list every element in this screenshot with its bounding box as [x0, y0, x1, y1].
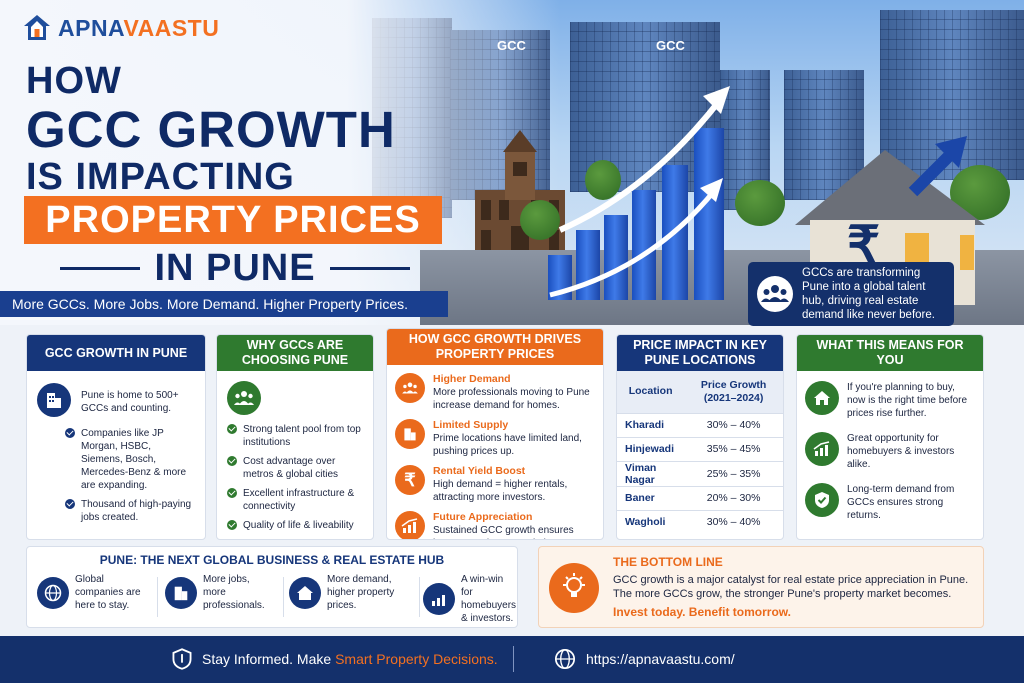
office-building-icon — [165, 576, 197, 609]
brand-name-vaastu: VAASTU — [123, 14, 220, 41]
card-title: GCC GROWTH IN PUNE — [27, 335, 205, 371]
check-icon — [227, 488, 237, 498]
list-item: Excellent infrastructure & connectivity — [227, 487, 363, 513]
what-this-means-card: WHAT THIS MEANS FOR YOU If you're planni… — [796, 334, 984, 540]
hub-item: More demand, higher property prices. — [289, 573, 413, 612]
hero-banner: GCC GCC ₹ — [0, 0, 1024, 325]
lightbulb-icon — [549, 563, 599, 613]
check-icon — [65, 428, 75, 438]
gcc-sign: GCC — [656, 38, 685, 53]
headline-pune: IN PUNE — [154, 247, 316, 289]
headline-line-5: IN PUNE — [60, 247, 411, 290]
bottom-line-title: THE BOTTOM LINE — [613, 555, 723, 569]
house-logo-icon — [24, 15, 50, 40]
price-table: Location Price Growth (2021–2024) Kharad… — [617, 371, 783, 534]
tree — [735, 180, 785, 226]
chart-up-icon — [805, 432, 839, 466]
hub-title: PUNE: THE NEXT GLOBAL BUSINESS & REAL ES… — [99, 553, 445, 567]
globe-icon — [554, 648, 576, 670]
bottom-line-text: GCC growth is a major catalyst for real … — [613, 574, 969, 600]
home-icon — [805, 381, 839, 415]
shield-check-icon — [805, 483, 839, 517]
footer-tagline: Stay Informed. Make Smart Property Decis… — [202, 651, 498, 667]
globe-icon — [37, 576, 69, 609]
footer-bar: Stay Informed. Make Smart Property Decis… — [0, 636, 1024, 683]
table-row: Kharadi 30% – 40% — [617, 412, 783, 437]
people-group-icon — [227, 381, 261, 415]
headline-banner: PROPERTY PRICES — [24, 196, 442, 244]
table-row: Hinjewadi 35% – 45% — [617, 436, 783, 461]
hub-item: A win-win for homebuyers & investors. — [423, 573, 516, 625]
card-title: HOW GCC GROWTH DRIVES PROPERTY PRICES — [387, 329, 603, 365]
list-item: Great opportunity for homebuyers & inves… — [805, 432, 975, 471]
list-item: Quality of life & liveability — [227, 519, 363, 532]
up-arrow-icon — [908, 136, 967, 197]
check-icon — [227, 424, 237, 434]
col-growth: Price Growth (2021–2024) — [684, 371, 783, 413]
tree — [585, 160, 621, 200]
headline-line-1: HOW — [26, 60, 122, 102]
list-item: Strong talent pool from top institutions — [227, 423, 363, 449]
check-icon — [227, 520, 237, 530]
growth-arrow-icon — [549, 86, 730, 298]
card-title: WHAT THIS MEANS FOR YOU — [797, 335, 983, 371]
headline-line-2: GCC GROWTH — [26, 101, 396, 158]
headline-line-3: IS IMPACTING — [26, 156, 295, 198]
global-hub-card: PUNE: THE NEXT GLOBAL BUSINESS & REAL ES… — [26, 546, 518, 628]
tree — [520, 200, 560, 240]
price-impact-card: PRICE IMPACT IN KEY PUNE LOCATIONS Locat… — [616, 334, 784, 540]
drives-prices-card: HOW GCC GROWTH DRIVES PROPERTY PRICES Hi… — [386, 328, 604, 540]
bottom-line-cta: Invest today. Benefit tomorrow. — [613, 605, 792, 619]
hub-item: More jobs, more professionals. — [165, 573, 275, 612]
table-row: Viman Nagar 25% – 35% — [617, 460, 783, 486]
rupee-icon: ₹ — [395, 465, 425, 495]
tagline-strip: More GCCs. More Jobs. More Demand. Highe… — [0, 291, 448, 317]
brand-logo[interactable]: APNAVAASTU — [22, 13, 219, 43]
card-title: WHY GCCs ARE CHOOSING PUNE — [217, 335, 373, 371]
hero-callout: GCCs are transforming Pune into a global… — [748, 262, 954, 326]
list-item: ₹ Rental Yield Boost High demand = higher… — [395, 465, 595, 504]
bottom-line-card: THE BOTTOM LINE GCC growth is a major ca… — [538, 546, 984, 628]
gcc-sign: GCC — [497, 38, 526, 53]
building-icon — [395, 419, 425, 449]
list-item: Limited Supply Prime locations have limit… — [395, 419, 595, 458]
hub-item: Global companies are here to stay. — [37, 573, 147, 612]
list-item: Future Appreciation Sustained GCC growth … — [395, 511, 595, 539]
shield-icon — [172, 648, 192, 670]
brand-name-apna: APNA — [58, 14, 124, 41]
gcc-growth-card: GCC GROWTH IN PUNE Pune is home to 500+ … — [26, 334, 206, 540]
table-row: Wagholi 30% – 40% — [617, 509, 783, 534]
list-item: Cost advantage over metros & global citi… — [227, 455, 363, 481]
list-item: Higher Demand More professionals moving t… — [395, 373, 595, 412]
growth-intro: Pune is home to 500+ GCCs and counting. — [81, 390, 179, 414]
footer-website-link[interactable]: https://apnavaastu.com/ — [586, 651, 735, 667]
people-icon — [395, 373, 425, 403]
chart-up-icon — [423, 583, 455, 615]
check-icon — [227, 456, 237, 466]
office-building-icon — [37, 383, 71, 417]
list-item: Thousand of high-paying jobs created. — [65, 498, 195, 524]
office-tower-5 — [784, 70, 864, 200]
card-title: PRICE IMPACT IN KEY PUNE LOCATIONS — [617, 335, 783, 371]
check-icon — [65, 499, 75, 509]
people-group-icon — [757, 276, 793, 312]
list-item: If you're planning to buy, now is the ri… — [805, 381, 975, 420]
why-pune-card: WHY GCCs ARE CHOOSING PUNE Strong talent… — [216, 334, 374, 540]
callout-text: GCCs are transforming Pune into a global… — [802, 267, 935, 321]
chart-up-icon — [395, 511, 425, 539]
list-item: Companies like JP Morgan, HSBC, Siemens,… — [65, 427, 195, 492]
list-item: Long-term demand from GCCs ensures stron… — [805, 483, 975, 522]
table-row: Baner 20% – 30% — [617, 485, 783, 510]
home-icon — [289, 576, 321, 609]
col-location: Location — [617, 371, 685, 413]
